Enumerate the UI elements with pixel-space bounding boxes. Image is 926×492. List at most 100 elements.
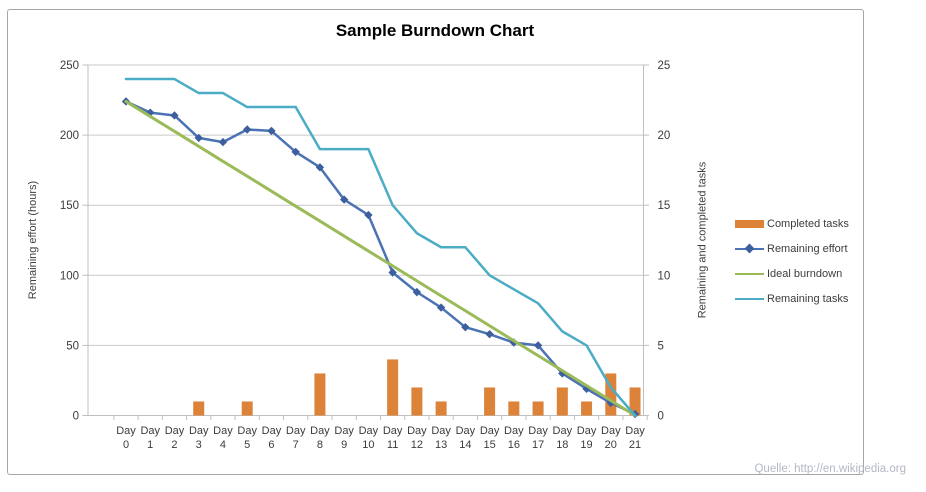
x-axis-label-word: Day — [383, 425, 403, 437]
x-axis-label-word: Day — [262, 425, 282, 437]
x-axis-label-word: Day — [237, 425, 257, 437]
remaining-effort-marker — [364, 210, 373, 220]
legend-item: Remaining tasks — [735, 286, 849, 311]
x-axis-label-number: 7 — [293, 439, 299, 451]
x-axis-label-number: 6 — [268, 439, 274, 451]
x-axis-label-word: Day — [359, 425, 379, 437]
remaining-effort-marker — [315, 163, 325, 172]
remaining-effort-marker — [558, 369, 567, 378]
chart-border — [7, 9, 864, 475]
right-axis-tick-label: 10 — [658, 270, 671, 282]
x-axis-label-word: Day — [625, 425, 645, 437]
x-axis-label-number: 17 — [532, 439, 544, 451]
x-axis-label-word: Day — [116, 425, 136, 437]
remaining-effort-line — [124, 100, 637, 416]
x-axis-label-word: Day — [456, 425, 476, 437]
remaining-effort-marker — [194, 133, 203, 143]
x-axis-label-word: Day — [407, 425, 427, 437]
x-axis-label-word: Day — [528, 425, 548, 437]
left-axis-tick-label: 200 — [60, 130, 79, 142]
legend-diamond-marker — [744, 243, 755, 254]
left-axis-tick-label: 0 — [73, 411, 79, 423]
x-axis-label-word: Day — [189, 425, 209, 437]
x-axis-label-word: Day — [504, 425, 524, 437]
completed-tasks-bar — [605, 373, 617, 416]
x-axis-label-word: Day — [431, 425, 451, 437]
x-axis-label-number: 0 — [123, 439, 129, 451]
x-axis-label-word: Day — [286, 425, 306, 437]
completed-tasks-bar — [629, 387, 641, 416]
remaining-effort-marker — [461, 322, 470, 332]
right-axis-tick-label: 5 — [658, 340, 664, 352]
right-axis-tick-label: 15 — [658, 200, 671, 212]
legend-item: Ideal burndown — [735, 261, 849, 286]
x-axis-label-word: Day — [334, 425, 354, 437]
remaining-effort-marker — [170, 111, 179, 120]
x-axis-label-number: 1 — [147, 439, 153, 451]
remaining-effort-marker — [436, 303, 446, 312]
legend-label: Remaining tasks — [767, 292, 849, 305]
remaining-effort-marker — [412, 287, 422, 297]
left-axis-tick-label: 50 — [66, 340, 79, 352]
right-axis-tick-label: 25 — [658, 60, 671, 72]
legend-item: Remaining effort — [735, 236, 849, 261]
x-axis-label-number: 9 — [341, 439, 347, 451]
remaining-effort-marker — [243, 125, 252, 134]
remaining-effort-marker — [606, 398, 615, 408]
completed-tasks-bar — [484, 387, 496, 416]
x-axis-label-number: 18 — [556, 439, 568, 451]
legend-bar-swatch — [735, 219, 764, 228]
x-axis-label-number: 21 — [629, 439, 641, 451]
completed-tasks-bar — [241, 401, 253, 416]
remaining-effort-marker — [291, 147, 300, 157]
legend-line-swatch — [735, 297, 764, 300]
left-axis-tick-label: 250 — [60, 60, 79, 72]
x-axis-label-number: 4 — [220, 439, 226, 451]
remaining-effort-marker — [533, 341, 543, 350]
x-axis-label-number: 16 — [508, 439, 520, 451]
left-axis-tick-label: 100 — [60, 270, 79, 282]
x-axis-label-word: Day — [577, 425, 597, 437]
x-axis-label-number: 12 — [411, 439, 423, 451]
remaining-tasks-line — [124, 77, 637, 417]
legend-label: Remaining effort — [767, 242, 848, 255]
completed-tasks-bar — [435, 401, 447, 416]
completed-tasks-bar — [581, 401, 593, 416]
remaining-effort-marker — [582, 384, 591, 394]
completed-tasks-bar — [532, 401, 544, 416]
completed-tasks-bar — [556, 387, 568, 416]
legend-swatch-bar — [735, 218, 764, 230]
completed-tasks-bar — [508, 401, 520, 416]
x-axis-label-number: 20 — [605, 439, 617, 451]
x-axis-label-number: 11 — [387, 439, 398, 451]
right-axis-tick-label: 20 — [658, 130, 671, 142]
ideal-burndown-line — [124, 99, 637, 417]
legend-swatch-line — [735, 293, 764, 305]
completed-tasks-bar — [314, 373, 326, 416]
x-axis-label-number: 2 — [171, 439, 177, 451]
x-axis-label-number: 14 — [459, 439, 471, 451]
x-axis-label-word: Day — [213, 425, 233, 437]
x-axis-label-number: 15 — [483, 439, 495, 451]
x-axis-label-word: Day — [480, 425, 500, 437]
completed-tasks-bar — [387, 359, 399, 416]
x-axis-label-word: Day — [140, 425, 160, 437]
x-axis-label-word: Day — [310, 425, 330, 437]
legend-line-swatch — [735, 272, 764, 275]
completed-tasks-bar — [411, 387, 423, 416]
remaining-effort-marker — [267, 126, 276, 136]
remaining-effort-marker — [388, 268, 397, 277]
legend-label: Ideal burndown — [767, 267, 843, 280]
x-axis-label-word: Day — [601, 425, 621, 437]
legend-swatch-line-marker — [735, 243, 764, 255]
legend: Completed tasks Remaining effort Ideal bur… — [735, 211, 849, 311]
x-axis-label-number: 8 — [317, 439, 323, 451]
remaining-effort-marker — [339, 195, 349, 204]
x-axis-label-number: 13 — [435, 439, 447, 451]
x-axis-label-number: 5 — [244, 439, 250, 451]
x-axis-label-number: 10 — [362, 439, 374, 451]
x-axis-label-number: 19 — [580, 439, 592, 451]
completed-tasks-bar — [193, 401, 205, 416]
